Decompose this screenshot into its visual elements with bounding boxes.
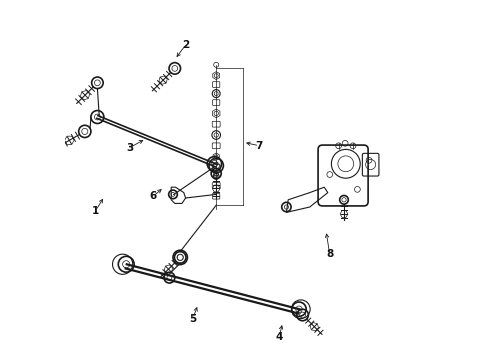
Text: 2: 2 xyxy=(182,40,189,50)
Text: 8: 8 xyxy=(326,249,333,259)
Text: 1: 1 xyxy=(92,206,99,216)
Text: 6: 6 xyxy=(149,191,157,201)
Text: 4: 4 xyxy=(275,332,283,342)
Text: 5: 5 xyxy=(189,314,196,324)
Text: 3: 3 xyxy=(126,143,133,153)
Text: 7: 7 xyxy=(256,141,263,151)
